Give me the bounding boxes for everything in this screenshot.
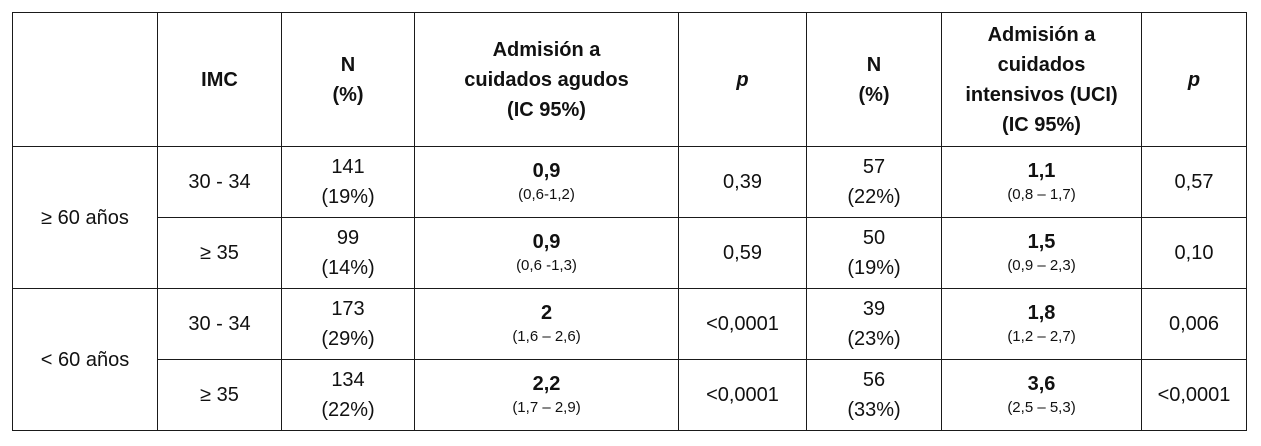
icu-cell: 3,6 (2,5 – 5,3) — [941, 359, 1142, 431]
header-p-acute-label: p — [736, 68, 749, 91]
imc-cell: 30 - 34 — [157, 146, 282, 218]
header-icu-line: Admisión a — [987, 23, 1096, 46]
n-percent: (23%) — [847, 328, 901, 350]
n-icu-cell: 50 (19%) — [806, 217, 942, 289]
acute-ci: (1,6 – 2,6) — [512, 328, 581, 345]
n-count: 99 — [336, 227, 360, 249]
acute-ci: (1,7 – 2,9) — [512, 399, 581, 416]
header-p-icu: p — [1141, 12, 1247, 147]
acute-estimate: 2,2 — [532, 373, 561, 395]
n-acute-cell: 134 (22%) — [281, 359, 415, 431]
icu-estimate: 1,1 — [1027, 160, 1056, 182]
icu-ci: (2,5 – 5,3) — [1007, 399, 1076, 416]
header-acute-admission: Admisión a cuidados agudos (IC 95%) — [414, 12, 679, 147]
header-row: IMC N (%) Admisión a cuidados agudos (IC… — [12, 12, 1247, 147]
header-n-acute-line: (%) — [332, 83, 364, 106]
icu-estimate: 1,5 — [1027, 231, 1056, 253]
p-acute-cell: 0,59 — [678, 217, 807, 289]
header-icu-line: intensivos (UCI) — [965, 83, 1118, 106]
p-acute-cell: <0,0001 — [678, 359, 807, 431]
n-acute-cell: 99 (14%) — [281, 217, 415, 289]
icu-estimate: 3,6 — [1027, 373, 1056, 395]
acute-cell: 0,9 (0,6 -1,3) — [414, 217, 679, 289]
n-percent: (19%) — [847, 257, 901, 279]
acute-cell: 2,2 (1,7 – 2,9) — [414, 359, 679, 431]
acute-estimate: 0,9 — [532, 231, 561, 253]
acute-cell: 0,9 (0,6-1,2) — [414, 146, 679, 218]
imc-cell: ≥ 35 — [157, 359, 282, 431]
n-percent: (22%) — [321, 399, 375, 421]
table-row: < 60 años 30 - 34 173 (29%) 2 (1,6 – 2,6… — [12, 288, 1247, 431]
icu-cell: 1,1 (0,8 – 1,7) — [941, 146, 1142, 218]
n-count: 50 — [862, 227, 886, 249]
n-count: 173 — [331, 298, 365, 320]
n-acute-cell: 141 (19%) — [281, 146, 415, 218]
imc-cell: 30 - 34 — [157, 288, 282, 360]
header-acute-line: Admisión a — [492, 38, 601, 61]
icu-cell: 1,5 (0,9 – 2,3) — [941, 217, 1142, 289]
table-row: ≥ 60 años 30 - 34 141 (19%) 0,9 (0,6-1,2… — [12, 146, 1247, 289]
header-icu-line: cuidados — [997, 53, 1086, 76]
header-p-acute: p — [678, 12, 807, 147]
icu-ci: (1,2 – 2,7) — [1007, 328, 1076, 345]
n-percent: (29%) — [321, 328, 375, 350]
p-acute-cell: 0,39 — [678, 146, 807, 218]
age-group-label: < 60 años — [12, 288, 158, 431]
imc-cell: ≥ 35 — [157, 217, 282, 289]
table-row: ≥ 35 134 (22%) 2,2 (1,7 – 2,9) <0,0001 5… — [13, 359, 1247, 431]
n-percent: (14%) — [321, 257, 375, 279]
p-icu-cell: 0,10 — [1141, 217, 1247, 289]
header-icu-line: (IC 95%) — [1002, 113, 1081, 136]
n-count: 134 — [331, 369, 365, 391]
icu-ci: (0,9 – 2,3) — [1007, 257, 1076, 274]
header-n-acute: N (%) — [281, 12, 415, 147]
acute-ci: (0,6-1,2) — [518, 186, 575, 203]
n-icu-cell: 56 (33%) — [806, 359, 942, 431]
acute-estimate: 2 — [540, 302, 553, 324]
age-group-label: ≥ 60 años — [12, 146, 158, 289]
header-blank-cell — [12, 12, 158, 147]
n-acute-cell: 173 (29%) — [281, 288, 415, 360]
header-n-icu-line: (%) — [858, 83, 890, 106]
header-imc: IMC — [157, 12, 282, 147]
n-count: 39 — [862, 298, 886, 320]
header-acute-line: cuidados agudos — [464, 68, 629, 91]
p-icu-cell: 0,57 — [1141, 146, 1247, 218]
n-percent: (22%) — [847, 186, 901, 208]
header-p-icu-label: p — [1187, 68, 1201, 91]
header-n-icu: N (%) — [806, 12, 942, 147]
icu-ci: (0,8 – 1,7) — [1007, 186, 1076, 203]
header-icu-admission: Admisión a cuidados intensivos (UCI) (IC… — [941, 12, 1142, 147]
icu-estimate: 1,8 — [1027, 302, 1056, 324]
header-n-icu-line: N — [866, 53, 882, 76]
n-percent: (33%) — [847, 399, 901, 421]
results-table: IMC N (%) Admisión a cuidados agudos (IC… — [12, 12, 1247, 431]
n-percent: (19%) — [321, 186, 375, 208]
n-icu-cell: 39 (23%) — [806, 288, 942, 360]
acute-cell: 2 (1,6 – 2,6) — [414, 288, 679, 360]
n-count: 57 — [862, 156, 886, 178]
header-n-acute-line: N — [340, 53, 356, 76]
table-row: ≥ 35 99 (14%) 0,9 (0,6 -1,3) 0,59 50 (19… — [13, 217, 1247, 289]
n-count: 141 — [331, 156, 365, 178]
acute-ci: (0,6 -1,3) — [516, 257, 577, 274]
p-icu-cell: <0,0001 — [1141, 359, 1247, 431]
n-icu-cell: 57 (22%) — [806, 146, 942, 218]
n-count: 56 — [862, 369, 886, 391]
icu-cell: 1,8 (1,2 – 2,7) — [941, 288, 1142, 360]
p-acute-cell: <0,0001 — [678, 288, 807, 360]
acute-estimate: 0,9 — [532, 160, 561, 182]
header-acute-line: (IC 95%) — [507, 98, 586, 121]
p-icu-cell: 0,006 — [1141, 288, 1247, 360]
